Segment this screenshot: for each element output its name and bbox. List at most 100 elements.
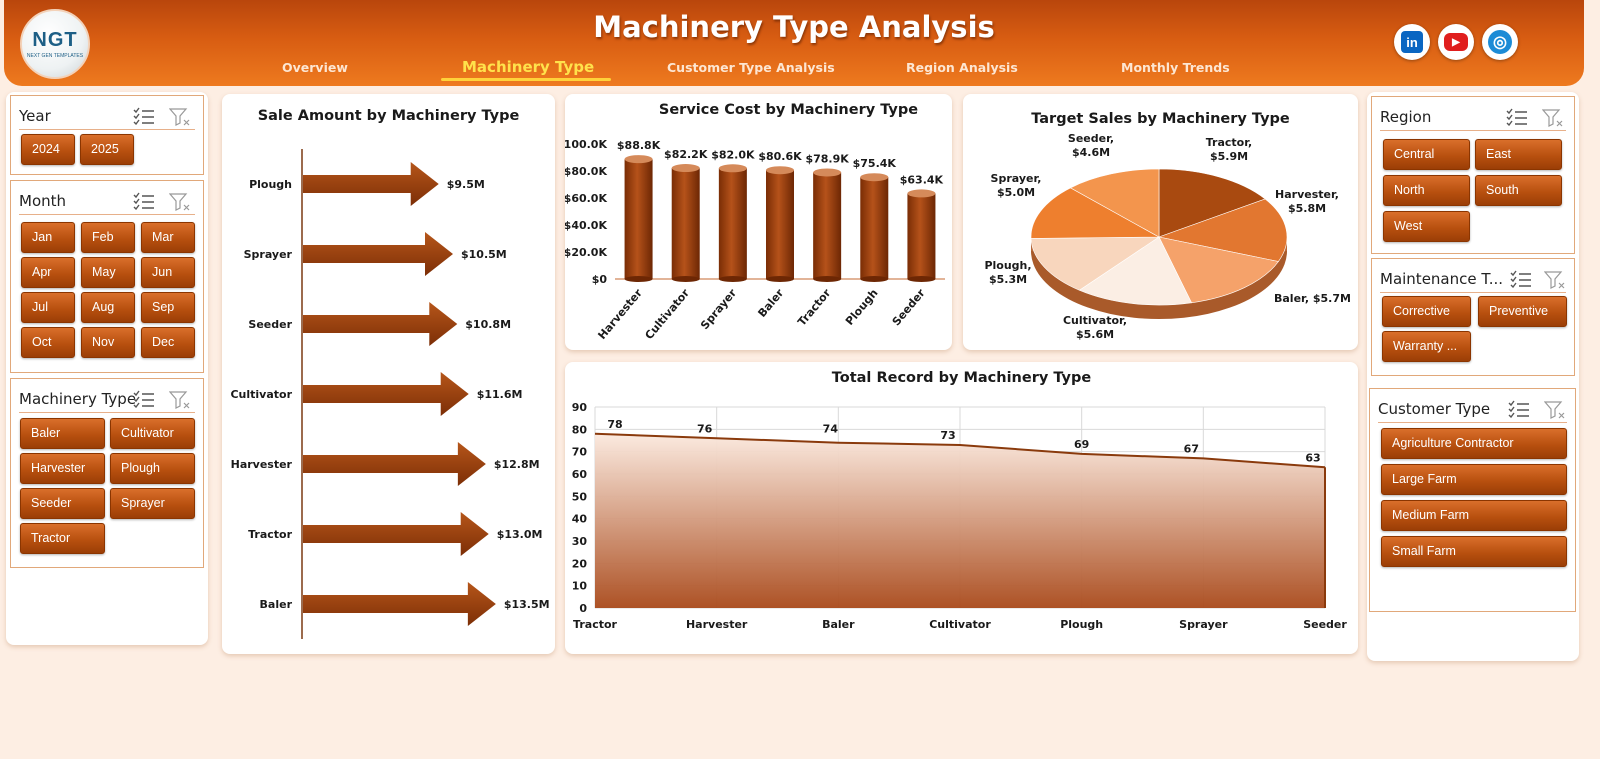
slicer-header: Year [19,104,195,130]
clear-filter-icon[interactable] [169,192,191,212]
clear-filter-icon[interactable] [1544,270,1566,290]
month-jun-button[interactable]: Jun [141,257,195,288]
pie-data-label: Tractor, [1206,136,1252,149]
bar-base [718,276,747,282]
bar-top [671,164,700,173]
bar-base [907,276,936,282]
clear-filter-icon[interactable] [169,390,191,410]
pie-slice [1030,236,1161,291]
sale-arrow-bar [303,512,489,556]
month-sep-button[interactable]: Sep [141,292,195,323]
month-nov-button[interactable]: Nov [81,327,135,358]
multi-select-icon[interactable] [1510,270,1532,288]
category-label: Harvester [595,286,645,342]
machinery-seeder-button[interactable]: Seeder [20,488,105,519]
region-east-button[interactable]: East [1475,139,1562,170]
multi-select-icon[interactable] [133,390,155,408]
category-label: Baler [822,618,855,631]
bar-top [624,155,653,164]
total-record-chart: 0 10 20 30 40 50 60 70 80 90 78 Tractor 76 Harvester 7… [572,401,1348,631]
multi-select-icon[interactable] [133,192,155,210]
tab-overview[interactable]: Overview [282,60,348,75]
month-feb-button[interactable]: Feb [81,222,135,253]
category-label: Seeder [248,318,292,331]
category-label: Tractor [573,618,617,631]
region-central-button[interactable]: Central [1383,139,1470,170]
category-label: Harvester [231,458,293,471]
month-apr-button[interactable]: Apr [21,257,75,288]
year-slicer: Year 2024 2025 [10,95,204,175]
machinery-harvester-button[interactable]: Harvester [20,453,105,484]
multi-select-icon[interactable] [1506,108,1528,126]
slicer-header: Maintenance T... [1380,267,1566,293]
bar-top [813,168,842,177]
clear-filter-icon[interactable] [169,107,191,127]
pie-data-label: Harvester, [1275,188,1339,201]
website-button[interactable]: ◎ [1482,24,1518,60]
sale-arrow-bar [303,162,439,206]
multi-select-icon[interactable] [1508,400,1530,418]
month-may-button[interactable]: May [81,257,135,288]
year-2024-button[interactable]: 2024 [21,134,75,165]
category-label: Plough [249,178,292,191]
customer-medium-farm-button[interactable]: Medium Farm [1381,500,1567,531]
month-jul-button[interactable]: Jul [21,292,75,323]
month-dec-button[interactable]: Dec [141,327,195,358]
y-tick-label: 30 [572,535,588,548]
month-mar-button[interactable]: Mar [141,222,195,253]
tab-customer-type-analysis[interactable]: Customer Type Analysis [667,60,835,75]
pie-data-label: $5.8M [1288,202,1326,215]
sale-arrow-bar [303,582,496,626]
data-label: $10.5M [461,248,507,261]
sale-arrow-bar [303,302,458,346]
month-aug-button[interactable]: Aug [81,292,135,323]
slicer-header: Region [1380,105,1566,131]
data-label: $13.5M [504,598,550,611]
pie-data-label: $5.9M [1210,150,1248,163]
bar-base [766,276,794,282]
region-west-button[interactable]: West [1383,211,1470,242]
multi-select-icon[interactable] [133,107,155,125]
machinery-plough-button[interactable]: Plough [110,453,195,484]
category-label: Seeder [1303,618,1347,631]
service-cost-bar [624,159,653,279]
company-logo[interactable]: NGT NEXT GEN TEMPLATES [20,9,90,79]
category-label: Harvester [686,618,748,631]
machinery-sprayer-button[interactable]: Sprayer [110,488,195,519]
clear-filter-icon[interactable] [1544,400,1566,420]
linkedin-button[interactable]: in [1394,24,1430,60]
data-label: $88.8K [617,139,661,152]
y-tick-label: $100.0K [565,138,607,151]
bar-base [624,276,653,282]
year-2025-button[interactable]: 2025 [80,134,134,165]
region-south-button[interactable]: South [1475,175,1562,206]
customer-large-farm-button[interactable]: Large Farm [1381,464,1567,495]
machinery-tractor-button[interactable]: Tractor [20,523,105,554]
chart-title: Total Record by Machinery Type [831,370,1092,386]
y-tick-label: 60 [572,468,588,481]
maintenance-warranty-button[interactable]: Warranty ... [1382,331,1471,362]
tab-region-analysis[interactable]: Region Analysis [906,60,1018,75]
pie-slice [1158,236,1279,304]
machinery-cultivator-button[interactable]: Cultivator [110,418,195,449]
youtube-button[interactable]: ▶ [1438,24,1474,60]
bar-base [813,276,842,282]
pie-data-label: Cultivator, [1063,314,1127,327]
record-line [594,432,1326,469]
service-cost-bar [907,193,936,279]
pie-data-label: $5.3M [989,273,1027,286]
clear-filter-icon[interactable] [1542,108,1564,128]
active-tab-underline [441,78,611,81]
maintenance-preventive-button[interactable]: Preventive [1478,296,1567,327]
total-record-chart-panel: Total Record by Machinery Type 0 10 20 30 40… [565,362,1358,654]
tab-monthly-trends[interactable]: Monthly Trends [1121,60,1230,75]
machinery-baler-button[interactable]: Baler [20,418,105,449]
region-north-button[interactable]: North [1383,175,1470,206]
customer-small-farm-button[interactable]: Small Farm [1381,536,1567,567]
month-jan-button[interactable]: Jan [21,222,75,253]
data-label: $78.9K [805,152,849,165]
maintenance-corrective-button[interactable]: Corrective [1382,296,1471,327]
tab-machinery-type[interactable]: Machinery Type [462,58,595,76]
customer-agriculture-contractor-button[interactable]: Agriculture Contractor [1381,428,1567,459]
month-oct-button[interactable]: Oct [21,327,75,358]
